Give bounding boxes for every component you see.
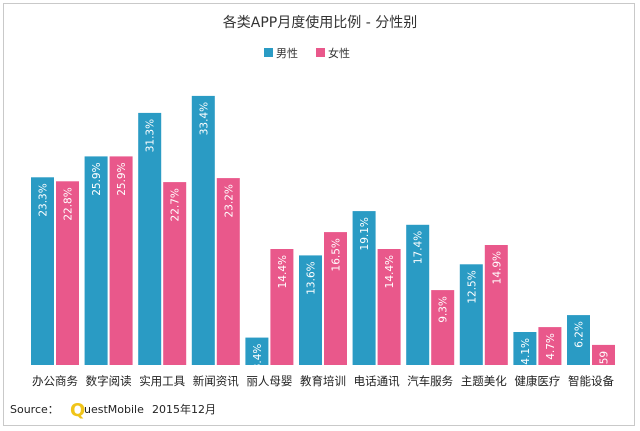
category-label-6: 电话通讯 <box>354 374 400 388</box>
category-label-0: 办公商务 <box>32 374 78 388</box>
bars-group: 23.3% 22.8% 25.9% 25.9% 31.3% 22.7% 33.4% 23.2%… <box>31 95 615 374</box>
source-line: Source： Q uestMobile 2015年12月 <box>10 400 216 421</box>
value-label-female-9: 4.7% <box>545 333 557 360</box>
bar-male-4 <box>245 337 269 365</box>
bar-male-7 <box>406 224 430 365</box>
bar-female-4 <box>270 249 294 365</box>
category-label-4: 丽人母婴 <box>246 374 292 388</box>
category-label-7: 汽车服务 <box>407 374 453 388</box>
value-label-male-0: 23.3% <box>38 183 50 216</box>
value-label-female-2: 22.7% <box>170 188 182 221</box>
questmobile-logo-text: uestMobile <box>84 403 144 416</box>
category-label-1: 数字阅读 <box>86 374 132 388</box>
category-label-10: 智能设备 <box>568 374 614 388</box>
legend-label-female: 女性 <box>328 46 350 60</box>
bar-female-8 <box>484 245 508 365</box>
bar-male-5 <box>299 255 322 365</box>
category-label-2: 实用工具 <box>139 374 185 388</box>
value-label-female-5: 16.5% <box>331 238 343 271</box>
bar-male-8 <box>459 264 483 365</box>
bar-female-10 <box>592 344 615 365</box>
bar-female-1 <box>109 156 133 365</box>
value-label-female-8: 14.9% <box>491 251 503 284</box>
value-label-female-7: 9.3% <box>438 296 450 323</box>
source-label: Source： <box>10 403 59 416</box>
value-label-male-1: 25.9% <box>91 162 103 195</box>
category-label-3: 新闻资讯 <box>193 374 239 388</box>
bar-female-5 <box>324 232 347 365</box>
legend-label-male: 男性 <box>276 46 298 60</box>
bar-male-10 <box>567 315 590 365</box>
value-label-male-10: 6.2% <box>574 321 586 348</box>
value-label-female-6: 14.4% <box>384 255 396 288</box>
source-date: 2015年12月 <box>152 402 216 416</box>
value-label-male-4: 3.4% <box>252 344 264 371</box>
category-labels: 办公商务 数字阅读 实用工具 新闻资讯 丽人母婴 教育培训 电话通讯 汽车服务 主题美化 健康医疗… <box>32 374 614 388</box>
bar-female-7 <box>431 290 455 365</box>
bar-male-0 <box>31 177 54 365</box>
value-label-male-3: 33.4% <box>198 102 210 135</box>
value-label-female-3: 23.2% <box>223 184 235 217</box>
value-label-female-10: 2.59 <box>599 351 611 374</box>
category-label-9: 健康医疗 <box>514 374 560 388</box>
questmobile-logo-q: Q <box>70 400 85 421</box>
category-label-5: 教育培训 <box>300 374 346 388</box>
bar-male-9 <box>513 332 537 365</box>
value-label-female-1: 25.9% <box>116 162 128 195</box>
value-label-male-5: 13.6% <box>306 261 318 294</box>
value-label-female-0: 22.8% <box>63 187 75 220</box>
category-label-8: 主题美化 <box>461 374 507 388</box>
legend-swatch-female <box>316 48 325 57</box>
chart-title: 各类APP月度使用比例 - 分性别 <box>223 14 417 31</box>
bar-male-3 <box>191 95 215 366</box>
bar-female-0 <box>56 181 79 365</box>
bar-male-2 <box>138 112 162 366</box>
bar-female-9 <box>538 327 562 365</box>
legend: 男性 女性 <box>264 46 350 60</box>
bar-female-3 <box>216 178 240 365</box>
legend-swatch-male <box>264 48 273 57</box>
bar-male-6 <box>352 211 376 365</box>
value-label-male-8: 12.5% <box>466 270 478 303</box>
value-label-male-7: 17.4% <box>413 231 425 264</box>
value-label-female-4: 14.4% <box>277 255 289 288</box>
value-label-male-2: 31.3% <box>145 119 157 152</box>
bar-female-2 <box>163 182 187 365</box>
bar-female-6 <box>377 249 401 365</box>
value-label-male-6: 19.1% <box>359 217 371 250</box>
value-label-male-9: 4.1% <box>520 338 532 365</box>
bar-male-1 <box>84 156 108 365</box>
